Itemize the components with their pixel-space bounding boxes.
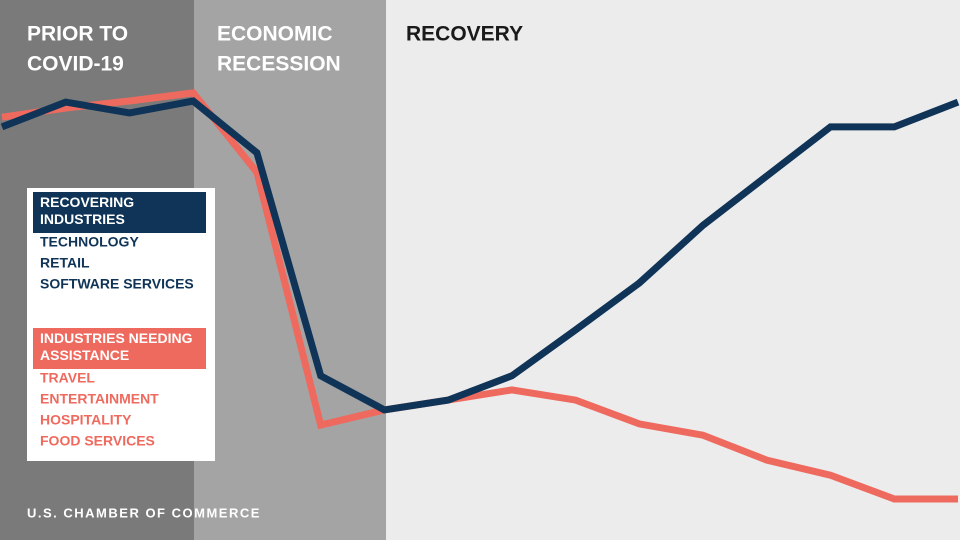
source: U.S. CHAMBER OF COMMERCE — [27, 505, 261, 520]
legend-box — [27, 188, 215, 461]
legend-header — [33, 328, 206, 369]
legend-label: INDUSTRIES NEEDING ASSISTANCE — [40, 330, 193, 363]
series-line — [0, 97, 960, 414]
phase-titles: PRIOR TO COVID-19 ECONOMIC RECESSION RECOVER… — [27, 23, 523, 76]
phase-title: PRIOR TO — [27, 23, 128, 46]
phase-band — [386, 0, 960, 540]
legend-item: FOOD SERVICES — [40, 433, 155, 449]
phase-title: ECONOMIC — [217, 23, 333, 46]
plot — [0, 89, 960, 503]
phase-title: RECESSION — [217, 53, 341, 76]
phase-title: COVID-19 — [27, 53, 124, 76]
legend-item: TECHNOLOGY — [40, 234, 139, 250]
legend-item: RETAIL — [40, 255, 90, 271]
legend-item: TRAVEL — [40, 370, 95, 386]
series-line — [1, 89, 958, 503]
legend-item: ENTERTAINMENT — [40, 391, 159, 407]
phase-title: RECOVERY — [406, 23, 523, 46]
legend-item: SOFTWARE SERVICES — [40, 276, 194, 292]
legend-header — [33, 192, 206, 233]
legend-label: RECOVERING INDUSTRIES — [40, 194, 134, 227]
legend: RECOVERING INDUSTRIES TECHNOLOGY RETAIL SOFT… — [27, 188, 215, 461]
legend-item: HOSPITALITY — [40, 412, 132, 428]
